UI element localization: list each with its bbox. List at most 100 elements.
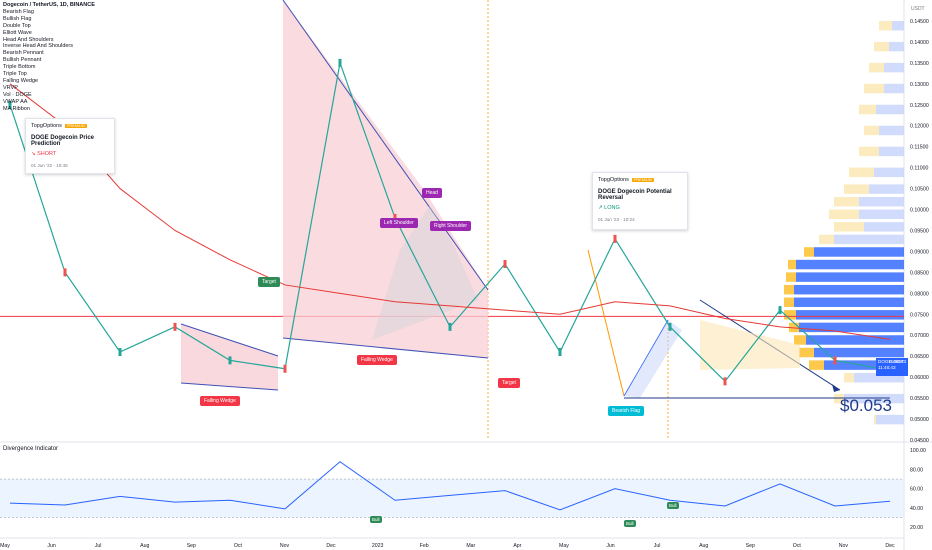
indicator-item[interactable]: Head And Shoulders <box>3 36 54 43</box>
volume-profile-bar <box>874 167 904 178</box>
price-tick-label: 0.11000 <box>910 166 928 172</box>
volume-profile-bar <box>814 347 904 358</box>
indicator-item[interactable]: Double Top <box>3 22 31 29</box>
volume-profile-bar <box>799 347 814 358</box>
volume-profile-bar <box>819 234 834 245</box>
volume-profile-bar <box>844 184 869 194</box>
time-tick-label: Aug <box>699 543 708 549</box>
price-tick-label: 0.14500 <box>910 19 929 25</box>
volume-profile-bar <box>829 209 859 219</box>
volume-profile-bar <box>876 104 904 115</box>
target-price-annotation: $0.053 <box>840 396 892 415</box>
volume-profile-bar <box>794 284 904 295</box>
indicator-item[interactable]: Elliott Wave <box>3 29 32 36</box>
falling-wedge-label: Falling Wedge <box>200 396 240 406</box>
indicator-item[interactable]: VRVP <box>3 84 18 91</box>
price-tick-label: 0.08500 <box>910 270 929 276</box>
head-label: Head <box>422 188 442 198</box>
rsi-tick-label: 60.00 <box>910 487 923 493</box>
price-tick-label: 0.06000 <box>910 375 929 381</box>
price-candle <box>228 356 232 365</box>
indicator-list: Bearish Flag Bullish Flag Double Top Ell… <box>3 9 95 113</box>
premium-badge: PREMIUM <box>64 124 87 128</box>
bearish-flag-label: Bearish Flag <box>608 406 645 416</box>
price-candle <box>833 356 837 365</box>
price-candle <box>338 58 342 67</box>
volume-profile-bar <box>869 184 904 194</box>
volume-profile-bar <box>864 83 884 94</box>
brand-name: TopgOptions <box>598 177 629 183</box>
idea-card-prediction[interactable]: TopgOptions PREMIUM DOGE Dogecoin Price P… <box>25 118 115 174</box>
card-date: 01 Jun '23 · 10:24 <box>598 217 635 222</box>
volume-profile-bar <box>859 209 904 219</box>
price-tick-label: 0.11500 <box>910 145 928 151</box>
card-title: DOGE Dogecoin Potential Reversal <box>598 189 672 201</box>
indicator-item[interactable]: Bearish Pennant <box>3 50 44 57</box>
time-tick-label: Nov <box>280 543 290 549</box>
indicator-item[interactable]: Vol · DOGE <box>3 91 32 98</box>
time-tick-label: Oct <box>793 543 802 549</box>
idea-card-reversal[interactable]: TopgOptions PREMIUM DOGE Dogecoin Potenti… <box>592 172 688 230</box>
volume-profile-bar <box>796 310 904 320</box>
volume-profile-bar <box>788 259 796 270</box>
rsi-tick-label: 100.00 <box>910 448 926 454</box>
price-candle <box>283 364 287 373</box>
price-candle <box>778 306 782 315</box>
indicator-item[interactable]: VWAP AA <box>3 98 28 105</box>
indicator-item[interactable]: Bullish Flag <box>3 15 32 22</box>
indicator-item[interactable]: Falling Wedge <box>3 77 39 84</box>
volume-profile-bar <box>864 222 904 232</box>
volume-profile-bar <box>799 322 904 333</box>
volume-profile-bar <box>806 335 904 345</box>
bull-label: Bull <box>624 520 636 527</box>
bull-label: Bull <box>667 502 679 509</box>
target-label: Target <box>258 277 280 287</box>
indicator-item[interactable]: Bullish Pennant <box>3 57 42 64</box>
volume-profile-bar <box>892 20 904 31</box>
card-date: 01 Jun '22 · 10:45 <box>31 163 68 168</box>
price-candle <box>723 377 727 386</box>
volume-profile-bar <box>784 284 794 295</box>
short-label: ↘ SHORT <box>31 151 57 157</box>
price-candle <box>118 348 122 356</box>
price-tick-label: 0.05500 <box>910 396 929 402</box>
time-tick-label: Jun <box>606 543 614 549</box>
price-tick-label: 0.13000 <box>910 82 929 88</box>
indicator-item[interactable]: MA Ribbon <box>3 105 30 112</box>
price-candle <box>503 260 507 268</box>
indicator-item[interactable]: Bearish Flag <box>3 8 34 15</box>
bull-label: Bull <box>370 516 382 523</box>
volume-profile-bar <box>889 41 904 52</box>
volume-profile-bar <box>814 247 904 257</box>
price-candle <box>558 348 562 356</box>
volume-profile-bar <box>794 297 904 307</box>
time-tick-label: May <box>559 543 569 549</box>
volume-profile-bar <box>874 414 876 425</box>
price-tick-label: 0.08000 <box>910 291 929 297</box>
volume-profile-bar <box>789 322 799 333</box>
volume-profile-bar <box>844 372 854 383</box>
volume-profile-bar <box>869 62 884 73</box>
time-tick-label: Nov <box>839 543 849 549</box>
chart-legend: Dogecoin / TetherUS, 1D, BINANCE Bearish… <box>3 2 95 113</box>
volume-profile-bar <box>884 83 904 94</box>
indicator-item[interactable]: Triple Bottom <box>3 64 36 71</box>
current-price: 0.06163 <box>889 359 906 364</box>
time-tick-label: Jul <box>95 543 102 549</box>
volume-profile-bar <box>874 41 889 52</box>
volume-profile-bar <box>844 393 904 404</box>
pennant-zone <box>700 320 800 370</box>
price-tick-label: 0.13500 <box>910 61 929 67</box>
price-candle <box>63 268 67 277</box>
current-price-tag: DOGEUSDT 11:46:43 0.06163 <box>876 358 908 376</box>
time-tick-label: Dec <box>326 543 336 549</box>
bearish-flag-zone <box>624 320 682 398</box>
indicator-item[interactable]: Inverse Head And Shoulders <box>3 43 74 50</box>
price-tick-label: 0.10500 <box>910 187 929 193</box>
right-shoulder-label: Right Shoulder <box>430 221 472 231</box>
indicator-item[interactable]: Triple Top <box>3 71 27 78</box>
time-tick-label: Mar <box>466 543 475 549</box>
volume-profile-bar <box>784 310 796 320</box>
current-countdown: 11:46:43 <box>878 365 896 370</box>
